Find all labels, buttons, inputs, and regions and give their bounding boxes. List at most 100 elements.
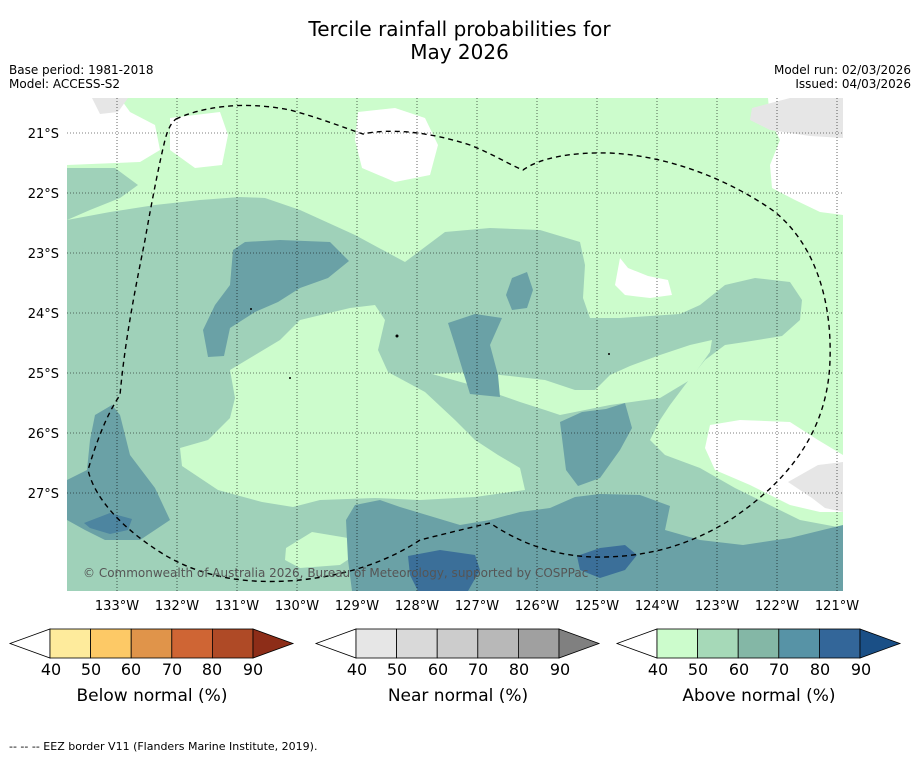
island [289, 377, 291, 379]
eez-border [87, 104, 831, 583]
cb-tick: 80 [201, 660, 223, 679]
lat-label: 26°S [28, 427, 59, 442]
cb-tick: 50 [386, 660, 408, 679]
near-normal-label: Near normal (%) [387, 686, 529, 706]
graticule [67, 98, 843, 591]
lat-label: 25°S [28, 367, 59, 382]
cb-tick: 70 [467, 660, 489, 679]
white-patch [67, 98, 160, 165]
lon-label: 123°W [695, 599, 739, 614]
eez-footnote: -- -- -- EEZ border V11 (Flanders Marine… [9, 740, 318, 753]
white-patch [170, 112, 228, 168]
lon-label: 124°W [635, 599, 679, 614]
model-run: Model run: 02/03/2026 [773, 63, 911, 77]
model-name: Model: ACCESS-S2 [9, 77, 121, 91]
contour-above-70 [84, 513, 132, 534]
lon-label: 125°W [575, 599, 619, 614]
lon-label: 127°W [455, 599, 499, 614]
near-normal-patch [750, 98, 843, 138]
island [395, 334, 399, 338]
colorbar-cell [656, 628, 698, 659]
issued-date: Issued: 04/03/2026 [795, 77, 911, 91]
cb-tick: 60 [728, 660, 750, 679]
cb-tick: 50 [80, 660, 102, 679]
lon-label: 126°W [515, 599, 559, 614]
cb-tick: 70 [161, 660, 183, 679]
lat-label: 23°S [28, 247, 59, 262]
lat-label: 21°S [28, 127, 59, 142]
above-normal-label: Above normal (%) [682, 686, 836, 706]
contour-above-60 [506, 272, 533, 310]
lon-label: 131°W [215, 599, 259, 614]
cb-tick: 90 [850, 660, 872, 679]
lat-label: 24°S [28, 307, 59, 322]
contour-above-50 [67, 168, 138, 220]
islands [250, 308, 610, 379]
contour-above-60 [448, 314, 502, 397]
colorbar-cell [130, 628, 173, 659]
cb-tick: 90 [549, 660, 571, 679]
meta-right: Model run: 02/03/2026 Issued: 04/03/2026 [774, 63, 911, 91]
cb-tick: 60 [427, 660, 449, 679]
contour-above-60 [203, 240, 349, 357]
cb-tick: 40 [40, 660, 62, 679]
lon-label: 133°W [95, 599, 139, 614]
lon-label: 130°W [275, 599, 319, 614]
island [608, 353, 610, 355]
map-area [67, 98, 843, 591]
colorbar-above-normal [615, 628, 902, 659]
lat-label: 27°S [28, 487, 59, 502]
colorbar-cell [436, 628, 479, 659]
near-normal-patch [92, 98, 128, 114]
contour-above-70 [577, 545, 637, 578]
map-title: Tercile rainfall probabilities for May 2… [0, 18, 919, 64]
title-line-1: Tercile rainfall probabilities for [308, 17, 611, 41]
lat-labels: 21°S 22°S 23°S 24°S 25°S 26°S 27°S [28, 127, 59, 502]
cb-tick: 50 [687, 660, 709, 679]
colorbar-extend-high [859, 628, 902, 659]
contour-above-40-pocket [180, 305, 525, 507]
colorbar-cell [518, 628, 560, 659]
colorbar-cell [90, 628, 132, 659]
colorbar-cell [778, 628, 820, 659]
title-line-2: May 2026 [410, 40, 509, 64]
below-normal-label: Below normal (%) [76, 686, 228, 706]
island [250, 308, 252, 310]
cb-tick: 60 [120, 660, 142, 679]
colorbar-cell [171, 628, 213, 659]
colorbar-cell [819, 628, 861, 659]
colorbar-extend-high [252, 628, 295, 659]
lon-label: 121°W [815, 599, 859, 614]
cb-tick: 80 [809, 660, 831, 679]
lon-label: 122°W [755, 599, 799, 614]
colorbar-extend-low [314, 628, 357, 659]
contour-above-40-pocket [432, 340, 712, 415]
white-patch [67, 118, 75, 132]
contour-above-60 [560, 403, 632, 486]
copyright-text: © Commonwealth of Australia 2026, Bureau… [83, 566, 588, 580]
contour-above-70 [408, 550, 480, 591]
colorbar-cell [355, 628, 397, 659]
base-period: Base period: 1981-2018 [9, 63, 154, 77]
colorbar-extend-low [8, 628, 51, 659]
colorbar-cell [477, 628, 519, 659]
white-patch [355, 108, 438, 182]
cb-tick: 80 [508, 660, 530, 679]
white-patch [615, 258, 672, 298]
colorbar-cell [697, 628, 739, 659]
colorbar-below-normal [8, 628, 295, 659]
colorbar-cell [49, 628, 91, 659]
colorbar-extend-high [558, 628, 601, 659]
cb-tick: 90 [242, 660, 264, 679]
contour-above-40-pocket [285, 532, 355, 568]
lon-label: 128°W [395, 599, 439, 614]
meta-left: Base period: 1981-2018 Model: ACCESS-S2 [9, 63, 154, 91]
cb-tick: 40 [346, 660, 368, 679]
lat-label: 22°S [28, 187, 59, 202]
cb-tick: 70 [768, 660, 790, 679]
colorbar-cell [211, 628, 254, 659]
colorbar-cell [396, 628, 438, 659]
contour-above-50 [67, 228, 85, 268]
cb-tick: 40 [647, 660, 669, 679]
